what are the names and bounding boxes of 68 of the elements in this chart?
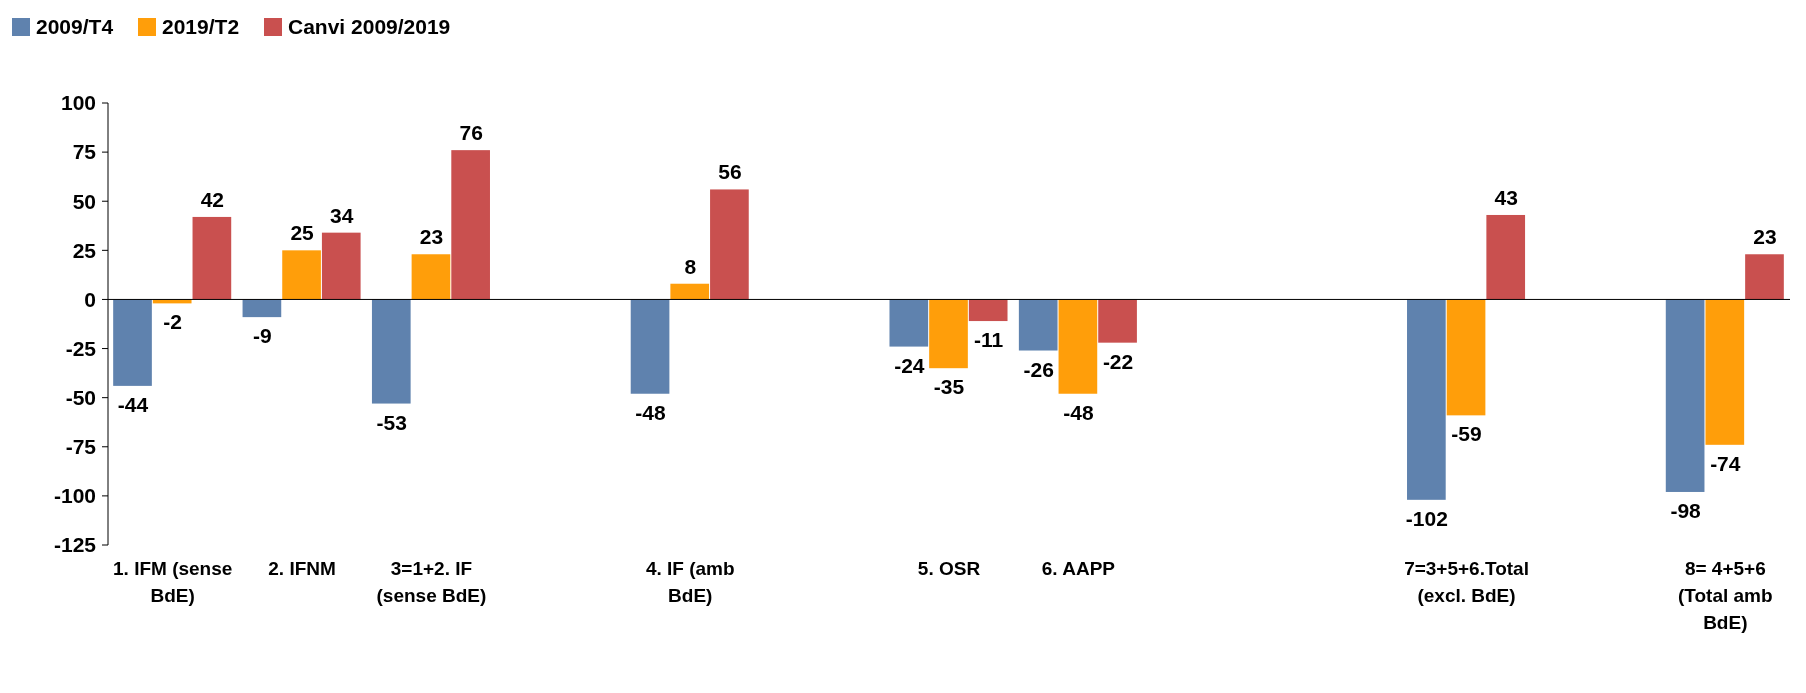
bar [1745, 254, 1784, 300]
data-label: 56 [718, 160, 742, 184]
data-label: 76 [459, 121, 483, 145]
bar [451, 150, 490, 300]
y-tick-label: -50 [65, 386, 96, 410]
data-label: -98 [1670, 498, 1702, 522]
data-label: -59 [1451, 422, 1482, 446]
data-label: -74 [1710, 451, 1741, 475]
bar [710, 189, 749, 300]
bar [113, 299, 152, 386]
x-tick-label: 7=3+5+6.Total (excl. BdE) [1404, 558, 1529, 606]
bar [1446, 299, 1486, 416]
data-label: -48 [1063, 400, 1094, 424]
y-tick-label: 75 [72, 140, 97, 164]
bar [411, 254, 451, 300]
bar [321, 232, 361, 300]
bar [889, 299, 929, 347]
bar [630, 299, 670, 394]
bar [968, 299, 1008, 322]
data-label: 23 [1753, 225, 1777, 249]
x-tick-label: 5. OSR [917, 558, 981, 579]
bar [371, 299, 411, 404]
y-tick-label: -25 [65, 336, 97, 360]
data-label: 43 [1494, 185, 1518, 209]
bar [670, 283, 710, 300]
y-tick-label: 25 [72, 238, 97, 262]
bar [192, 216, 232, 300]
bar [1665, 299, 1705, 492]
data-label: -48 [635, 400, 667, 424]
bar [1486, 214, 1526, 300]
bar [1705, 299, 1745, 445]
data-label: -24 [894, 353, 925, 377]
bar [242, 299, 282, 318]
x-tick-label: 1. IFM (sense BdE) [113, 558, 233, 606]
y-tick-label: 50 [72, 189, 96, 213]
bar [929, 299, 968, 369]
data-label: -11 [974, 328, 1004, 352]
legend-label: Canvi 2009/2019 [288, 15, 451, 38]
data-label: 42 [200, 187, 225, 211]
y-tick-label: 100 [60, 91, 96, 115]
bar [1098, 299, 1137, 343]
data-label: -44 [117, 392, 149, 416]
bar [1058, 299, 1098, 394]
data-label: -22 [1102, 349, 1134, 373]
bar [282, 250, 321, 300]
data-label: -9 [253, 324, 272, 348]
data-label: 23 [419, 225, 444, 249]
data-label: -35 [933, 375, 965, 399]
bar [1018, 299, 1058, 351]
bar [1407, 299, 1446, 500]
y-tick-label: -125 [53, 533, 97, 557]
data-label: -102 [1405, 506, 1448, 530]
x-tick-label: 6. AAPP [1041, 558, 1116, 579]
data-label: 34 [330, 203, 354, 227]
data-label: -2 [163, 310, 183, 334]
x-tick-label: 2. IFNM [268, 558, 336, 579]
legend-label: 2019/T2 [162, 15, 240, 38]
x-tick-label: 4. IF (amb BdE) [645, 558, 735, 606]
legend-label: 2009/T4 [36, 15, 114, 38]
data-label: 8 [684, 254, 697, 278]
x-tick-label: 3=1+2. IF (sense BdE) [376, 558, 487, 606]
x-tick-label: 8= 4+5+6 (Total amb BdE) [1677, 558, 1773, 633]
data-label: -26 [1023, 357, 1054, 381]
data-label: 25 [290, 221, 315, 245]
y-tick-label: -75 [65, 435, 97, 459]
data-label: -53 [376, 410, 407, 434]
y-tick-label: -100 [53, 484, 96, 508]
y-tick-label: 0 [84, 287, 96, 311]
